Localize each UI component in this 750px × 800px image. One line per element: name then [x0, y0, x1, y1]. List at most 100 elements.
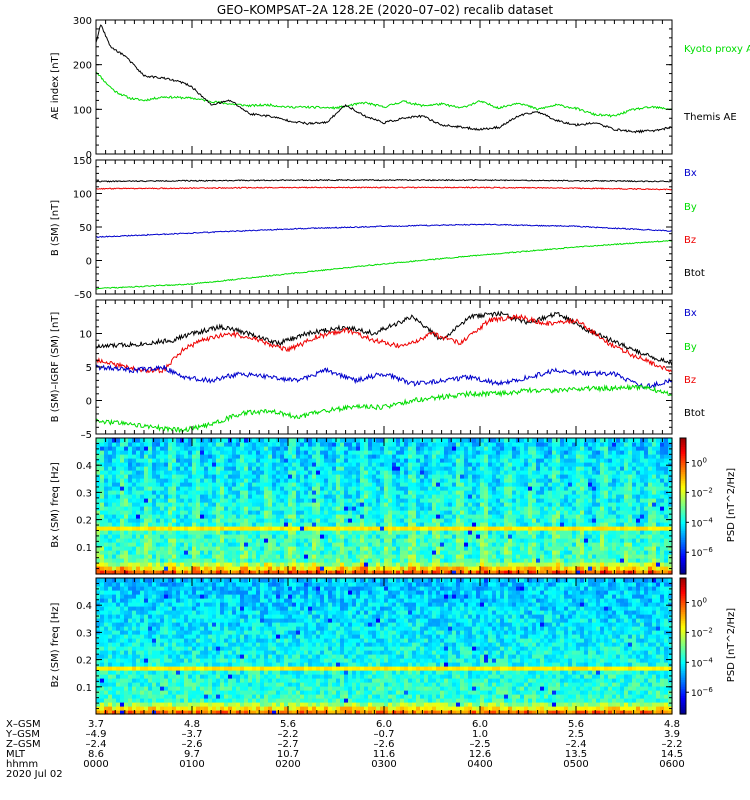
ephem-value: 9.7 — [184, 749, 200, 760]
colorbar-tick-label: 10−4 — [691, 516, 713, 529]
spectrogram-cells — [96, 578, 673, 715]
y-tick-label: –5 — [81, 430, 92, 441]
colorbar-tick-label: 10−4 — [691, 656, 713, 669]
ephem-value: 3.7 — [88, 719, 104, 730]
y-tick-label: 50 — [79, 223, 92, 234]
ephem-value: –3.7 — [182, 729, 203, 740]
y-tick-label: 0.4 — [76, 461, 92, 472]
b-legend-by: By — [684, 202, 697, 213]
y-tick-label: 0.3 — [76, 488, 92, 499]
ephem-value: 10.7 — [277, 749, 299, 760]
ephem-value: 4.8 — [664, 719, 680, 730]
ae-legend-kyoto: Kyoto proxy AE — [684, 44, 750, 55]
ephem-value: 0100 — [179, 759, 204, 770]
y-tick-label: –50 — [74, 290, 92, 301]
db-legend-bz: Bz — [684, 375, 696, 386]
ephem-value: –2.5 — [470, 739, 491, 750]
y-tick-label: 100 — [73, 190, 92, 201]
ephem-date: 2020 Jul 02 — [6, 769, 63, 780]
ephem-value: –2.4 — [86, 739, 107, 750]
ephem-value: –4.9 — [86, 729, 107, 740]
ephem-value: 0600 — [659, 759, 684, 770]
db-legend-by: By — [684, 342, 697, 353]
b-legend-bz: Bz — [684, 235, 696, 246]
ae-panel-ylabel: AE index [nT] — [50, 52, 61, 119]
ephem-value: –2.7 — [278, 739, 299, 750]
ephem-value: 5.6 — [568, 719, 584, 730]
bz-colorbar-label: PSD [nT^2/Hz] — [726, 608, 737, 682]
ephem-value: 0300 — [371, 759, 396, 770]
bx-colorbar-label: PSD [nT^2/Hz] — [726, 468, 737, 542]
colorbar-tick-label: 100 — [691, 456, 707, 469]
colorbar-tick-label: 10−6 — [691, 546, 713, 559]
b-panel: B (SM) [nT] Bx By Bz Btot — [50, 168, 705, 279]
series-btot — [95, 310, 673, 366]
ephem-value: 6.0 — [376, 719, 392, 730]
panel-frame — [95, 19, 673, 155]
y-tick-label: 0 — [86, 150, 92, 161]
bx-spectrogram-panel: Bx (SM) freq [Hz] PSD [nT^2/Hz] — [50, 462, 737, 548]
ephem-value: 14.5 — [661, 749, 683, 760]
ephem-value: –2.6 — [182, 739, 203, 750]
db-panel: B (SM)–IGRF (SM) [nT] Bx By Bz Btot — [50, 308, 705, 422]
colorbar — [680, 438, 686, 575]
y-tick-label: 100 — [73, 105, 92, 116]
ephem-value: –0.7 — [374, 729, 395, 740]
spectrogram-cells — [96, 438, 673, 575]
b-legend-bx: Bx — [684, 168, 697, 179]
db-panel-ylabel: B (SM)–IGRF (SM) [nT] — [50, 312, 61, 423]
plot-title: GEO–KOMPSAT–2A 128.2E (2020–07–02) recal… — [217, 3, 553, 17]
ephem-value: 6.0 — [472, 719, 488, 730]
ephem-value: 0000 — [83, 759, 108, 770]
y-tick-label: 10 — [79, 330, 92, 341]
b-legend-btot: Btot — [684, 268, 705, 279]
ephem-value: 0200 — [275, 759, 300, 770]
ephem-value: –2.6 — [374, 739, 395, 750]
y-tick-label: 0 — [86, 397, 92, 408]
panel-frame — [95, 299, 673, 435]
ae-panel: AE index [nT] Kyoto proxy AE Themis AE — [50, 44, 750, 123]
bz-spec-ylabel: Bz (SM) freq [Hz] — [50, 602, 61, 687]
db-legend-bx: Bx — [684, 308, 697, 319]
series-btot — [96, 178, 673, 183]
ephem-value: 12.6 — [469, 749, 491, 760]
colorbar-tick-label: 100 — [691, 596, 707, 609]
y-tick-label: 200 — [73, 61, 92, 72]
series-bz — [95, 186, 673, 191]
ephem-value: 0500 — [563, 759, 588, 770]
ae-legend-themis: Themis AE — [683, 112, 737, 123]
y-tick-label: 0.1 — [76, 683, 92, 694]
ephem-label-mlt: MLT — [6, 749, 26, 760]
ephem-value: –2.2 — [278, 729, 299, 740]
series-bx — [95, 364, 673, 390]
y-tick-label: 0.1 — [76, 543, 92, 554]
colorbar — [680, 578, 686, 715]
colorbar-tick-label: 10−2 — [691, 626, 713, 639]
ephem-label-hhmm: hhmm — [6, 759, 38, 770]
series-bz — [95, 313, 673, 374]
series-bx — [95, 223, 673, 239]
ephem-value: 8.6 — [88, 749, 104, 760]
ephem-value: 11.6 — [373, 749, 395, 760]
bx-spec-ylabel: Bx (SM) freq [Hz] — [50, 462, 61, 548]
y-tick-label: 0.4 — [76, 601, 92, 612]
ephem-value: 2.5 — [568, 729, 584, 740]
ephem-label-ygsm: Y–GSM — [5, 729, 40, 740]
bz-spectrogram-panel: Bz (SM) freq [Hz] PSD [nT^2/Hz] — [50, 602, 737, 687]
y-tick-label: 0.3 — [76, 628, 92, 639]
series-themis-ae — [95, 24, 673, 134]
y-tick-label: 0 — [86, 257, 92, 268]
colorbar-frame — [679, 577, 687, 715]
colorbar-tick-label: 10−2 — [691, 486, 713, 499]
ephem-label-xgsm: X–GSM — [6, 719, 41, 730]
series-kyoto-proxy-ae — [95, 71, 673, 118]
series-by — [95, 383, 672, 434]
ephem-value: 4.8 — [184, 719, 200, 730]
ephem-value: 1.0 — [472, 729, 488, 740]
y-tick-label: 150 — [73, 156, 92, 167]
ephem-value: 5.6 — [280, 719, 296, 730]
colorbar-frame — [679, 437, 687, 575]
ephem-value: 13.5 — [565, 749, 587, 760]
ephem-value: –2.4 — [566, 739, 587, 750]
